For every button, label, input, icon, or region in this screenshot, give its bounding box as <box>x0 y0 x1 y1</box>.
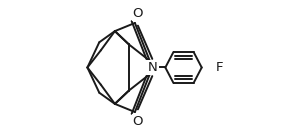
Text: O: O <box>133 115 143 128</box>
Text: F: F <box>216 61 223 74</box>
Text: N: N <box>148 61 158 74</box>
Text: O: O <box>133 7 143 20</box>
